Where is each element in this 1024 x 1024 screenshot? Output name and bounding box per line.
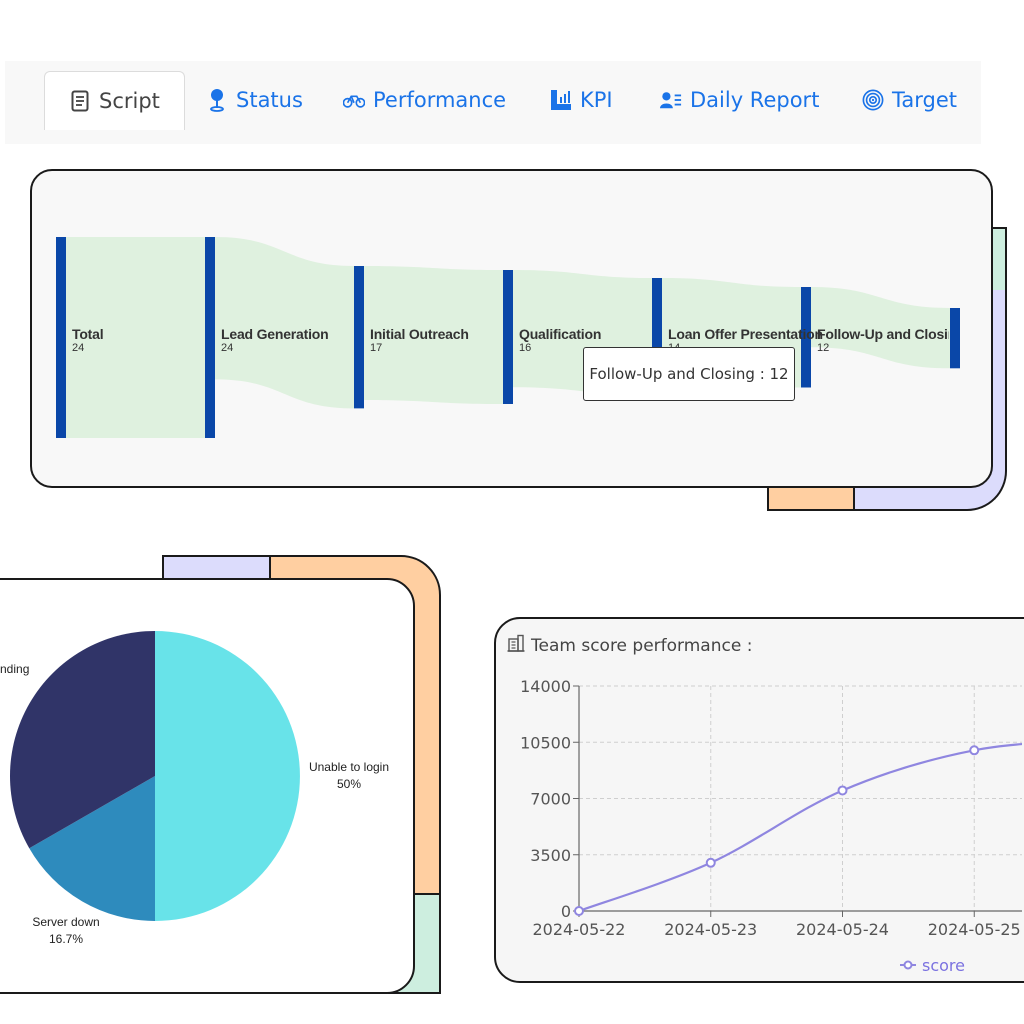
- sankey-link[interactable]: [364, 266, 503, 404]
- sankey-node[interactable]: [56, 237, 66, 438]
- y-tick-label: 14000: [520, 677, 571, 696]
- tab-bar: Script Status Performance KPI Daily Repo…: [5, 61, 981, 144]
- sankey-node-label: Loan Offer Presentation: [668, 326, 823, 342]
- legend-label[interactable]: score: [922, 956, 965, 975]
- document-icon: [69, 90, 91, 112]
- y-tick-label: 7000: [530, 790, 571, 809]
- pie-slice[interactable]: [9, 631, 155, 849]
- pie-label-pending: nding: [0, 662, 30, 676]
- tab-status-label: Status: [236, 88, 303, 112]
- sankey-node[interactable]: [801, 287, 811, 388]
- x-tick-label: 2024-05-22: [533, 920, 626, 939]
- pie-slice[interactable]: [155, 631, 300, 921]
- legend-marker[interactable]: [903, 960, 913, 970]
- x-tick-label: 2024-05-23: [664, 920, 757, 939]
- tab-script[interactable]: Script: [44, 71, 185, 130]
- sankey-tooltip: Follow-Up and Closing : 12: [583, 347, 795, 401]
- map-pin-icon: [206, 89, 228, 112]
- score-data-point[interactable]: [705, 857, 716, 868]
- bicycle-icon: [343, 89, 365, 111]
- x-tick-label: 2024-05-25: [928, 920, 1021, 939]
- sankey-chart: [56, 237, 960, 438]
- tab-daily-report-label: Daily Report: [690, 88, 820, 112]
- sankey-node[interactable]: [354, 266, 364, 409]
- sankey-node-value: 24: [72, 342, 85, 354]
- sankey-node-label: Qualification: [519, 326, 602, 342]
- sankey-node-value: 16: [519, 342, 532, 354]
- pie-label-unable-to-login: Unable to login 50%: [297, 759, 401, 793]
- score-series-line: [578, 742, 1022, 913]
- pie-slice[interactable]: [29, 776, 155, 921]
- sankey-node-label: Initial Outreach: [370, 326, 469, 342]
- line-chart-title: Team score performance :: [507, 634, 752, 657]
- tab-performance[interactable]: Performance: [343, 71, 506, 129]
- x-tick-label: 2024-05-24: [796, 920, 889, 939]
- tab-performance-label: Performance: [373, 88, 507, 112]
- sankey-node[interactable]: [652, 278, 662, 396]
- sankey-node-value: 17: [370, 342, 383, 354]
- pie-label-server-down: Server down 16.7%: [16, 914, 116, 948]
- pie-slice-percent: 16.7%: [48, 932, 84, 946]
- y-tick-label: 3500: [530, 846, 571, 865]
- sankey-node-label: Follow-Up and Closing: [817, 326, 949, 342]
- sankey-node-value: 12: [817, 342, 830, 354]
- score-data-point[interactable]: [574, 906, 584, 916]
- sankey-link[interactable]: [66, 237, 205, 438]
- sankey-node[interactable]: [503, 270, 513, 404]
- line-chart-card: [494, 617, 1024, 983]
- building-icon: [507, 634, 525, 657]
- pie-slice-label: Unable to login: [308, 760, 390, 774]
- target-icon: [862, 89, 884, 111]
- tab-script-label: Script: [99, 89, 160, 113]
- line-chart: 0 3500 7000 10500 14000 2024-05-22 2024-05-23 2…: [520, 677, 1022, 975]
- tab-daily-report[interactable]: Daily Report: [660, 71, 819, 129]
- score-data-point[interactable]: [837, 785, 848, 796]
- sankey-node[interactable]: [205, 237, 215, 438]
- line-chart-title-text: Team score performance :: [531, 635, 753, 656]
- pie-slice-percent: 50%: [336, 777, 362, 791]
- tab-status[interactable]: Status: [206, 71, 303, 129]
- tab-target[interactable]: Target: [862, 71, 957, 129]
- pie-chart: [9, 631, 300, 921]
- y-tick-label: 0: [561, 902, 571, 921]
- pie-slice-label: Server down: [32, 915, 100, 929]
- sankey-node-label: Lead Generation: [221, 326, 329, 342]
- sankey-link[interactable]: [215, 237, 354, 409]
- sankey-node[interactable]: [950, 308, 960, 369]
- sankey-link[interactable]: [811, 287, 950, 369]
- sankey-node-value: 24: [221, 342, 234, 354]
- ruler-chart-icon: [550, 89, 572, 111]
- score-data-point[interactable]: [969, 745, 980, 756]
- tab-target-label: Target: [892, 88, 957, 112]
- tab-kpi-label: KPI: [580, 88, 613, 112]
- tab-kpi[interactable]: KPI: [550, 71, 613, 129]
- user-report-icon: [660, 89, 682, 111]
- y-tick-label: 10500: [520, 733, 571, 752]
- sankey-node-label: Total: [72, 326, 104, 342]
